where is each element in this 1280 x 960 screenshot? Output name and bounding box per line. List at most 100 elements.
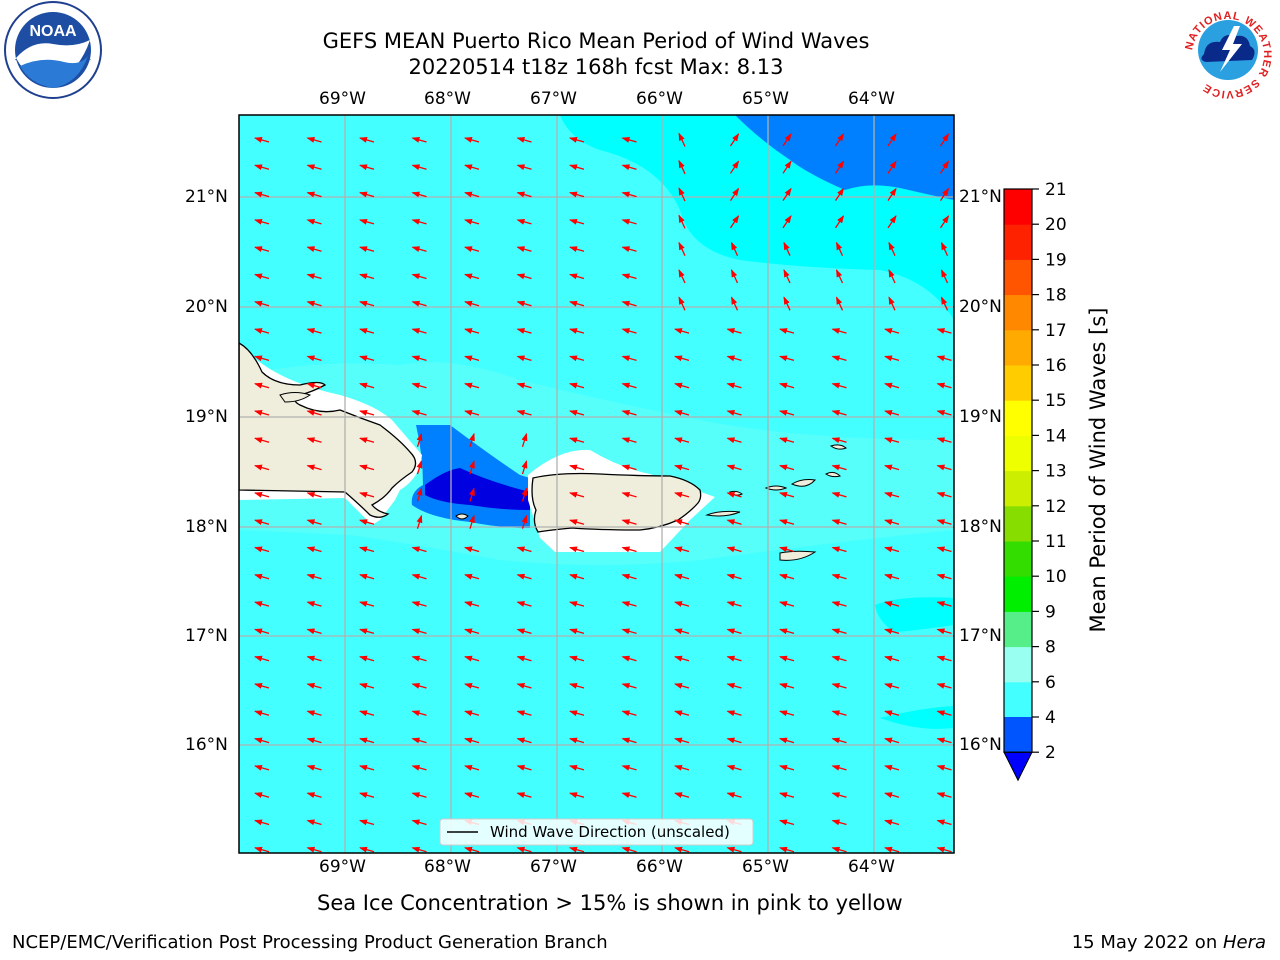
- wind-wave-arrow: [254, 300, 270, 307]
- wind-wave-arrow: [831, 573, 847, 580]
- land-anegada: [829, 444, 847, 450]
- wind-wave-arrow: [783, 296, 791, 311]
- wind-wave-arrow: [621, 491, 637, 498]
- wind-wave-arrow: [831, 437, 847, 444]
- wind-wave-arrow: [411, 355, 427, 362]
- wind-wave-arrow: [254, 218, 270, 225]
- colorbar-segment: [1004, 224, 1032, 260]
- wind-wave-arrow: [835, 269, 844, 284]
- wind-wave-arrow: [939, 133, 950, 147]
- wind-wave-arrow: [730, 296, 739, 311]
- lon-label-top-67w: 67°W: [530, 89, 577, 109]
- colorbar-tick-label: 17: [1045, 321, 1067, 341]
- land-vieques: [705, 510, 741, 517]
- colorbar-tick-label: 9: [1045, 602, 1056, 622]
- lat-label-right-19n: 19°N: [959, 407, 1002, 427]
- wind-wave-arrow: [621, 846, 637, 853]
- footer-machine: Hera: [1222, 932, 1266, 953]
- wind-wave-arrow: [726, 792, 742, 799]
- wind-wave-arrow: [621, 246, 637, 253]
- wind-wave-arrow: [521, 432, 528, 447]
- wind-wave-arrow: [411, 601, 427, 607]
- wind-wave-arrow: [516, 573, 532, 580]
- wind-wave-arrow: [730, 269, 739, 284]
- wind-wave-arrow: [569, 218, 585, 225]
- wind-wave-arrow: [621, 519, 637, 526]
- wind-wave-arrow: [936, 355, 952, 362]
- wind-wave-arrow: [359, 382, 375, 389]
- wind-wave-arrow: [416, 487, 423, 502]
- wind-wave-arrow: [254, 737, 270, 744]
- wind-wave-arrow: [516, 300, 532, 307]
- wind-wave-arrow: [936, 519, 952, 526]
- wind-wave-arrow: [569, 437, 585, 444]
- wind-wave-arrow: [411, 710, 427, 717]
- wind-wave-arrow: [936, 846, 952, 853]
- wind-wave-arrow: [621, 328, 637, 334]
- colorbar-tick-label: 6: [1045, 673, 1056, 693]
- wind-wave-arrow: [936, 601, 952, 607]
- colorbar-title: Mean Period of Wind Waves [s]: [1086, 307, 1110, 633]
- colorbar-tick-label: 19: [1045, 250, 1067, 270]
- lat-label-left-20n: 20°N: [185, 297, 228, 317]
- wind-wave-arrow: [464, 764, 480, 771]
- wind-wave-arrow: [831, 737, 847, 744]
- wind-wave-arrow: [464, 546, 480, 553]
- wind-wave-arrow: [726, 437, 742, 444]
- wind-wave-arrow: [779, 792, 795, 799]
- wind-wave-arrow: [831, 546, 847, 553]
- wind-wave-arrow: [936, 491, 952, 498]
- wind-wave-arrow: [674, 546, 690, 553]
- wind-wave-arrow: [254, 792, 270, 799]
- wind-wave-arrow: [411, 246, 427, 253]
- wind-wave-arrow: [884, 573, 900, 580]
- wind-wave-arrow: [464, 191, 480, 198]
- lon-label-bottom-65w: 65°W: [742, 857, 789, 877]
- wind-wave-arrow: [516, 792, 532, 799]
- lat-label-right-17n: 17°N: [959, 626, 1002, 646]
- wind-wave-arrow: [939, 160, 950, 174]
- wind-wave-arrow: [464, 300, 480, 307]
- wind-wave-arrow: [726, 546, 742, 553]
- wind-wave-arrow: [516, 628, 532, 635]
- wind-wave-arrow: [779, 355, 795, 362]
- wind-wave-arrow: [887, 215, 897, 229]
- wind-wave-arrow: [306, 683, 322, 689]
- wind-wave-arrow: [884, 819, 900, 826]
- wind-wave-arrow: [831, 655, 847, 662]
- wind-wave-arrow: [674, 601, 690, 607]
- wind-wave-arrow: [306, 819, 322, 826]
- wind-wave-arrow: [884, 546, 900, 553]
- wind-wave-arrow: [726, 328, 742, 334]
- wind-wave-arrow: [678, 214, 686, 229]
- colorbar-segment: [1004, 681, 1032, 718]
- wind-wave-arrow: [884, 519, 900, 526]
- wind-wave-arrow: [464, 601, 480, 607]
- wind-wave-arrow: [940, 296, 949, 311]
- wind-wave-arrow: [359, 491, 375, 498]
- wind-wave-arrow: [621, 546, 637, 553]
- wind-wave-arrow: [306, 382, 322, 389]
- wind-wave-arrow: [254, 191, 270, 198]
- wind-wave-arrow: [464, 573, 480, 580]
- colorbar-tick-label: 21: [1045, 180, 1067, 200]
- wind-wave-arrow: [464, 273, 480, 280]
- wind-wave-arrow: [779, 683, 795, 689]
- wind-wave-arrow: [254, 273, 270, 280]
- wind-wave-arrow: [936, 546, 952, 553]
- wind-wave-arrow: [254, 328, 270, 334]
- colorbar-segment: [1004, 294, 1032, 331]
- footer-right: 15 May 2022 on Hera: [1072, 932, 1266, 953]
- land-st-croix: [779, 550, 817, 561]
- wind-wave-arrow: [464, 655, 480, 662]
- wind-wave-arrow: [359, 710, 375, 717]
- wind-wave-arrow: [516, 546, 532, 553]
- wind-wave-arrow: [621, 355, 637, 362]
- land-st-thomas: [764, 485, 788, 491]
- colorbar-tick-label: 20: [1045, 215, 1067, 235]
- wind-wave-arrow: [621, 300, 637, 307]
- wind-wave-arrow: [416, 460, 423, 475]
- wind-wave-arrow: [411, 328, 427, 334]
- footer-date: 15 May 2022 on: [1071, 932, 1223, 953]
- wind-wave-arrow: [359, 546, 375, 553]
